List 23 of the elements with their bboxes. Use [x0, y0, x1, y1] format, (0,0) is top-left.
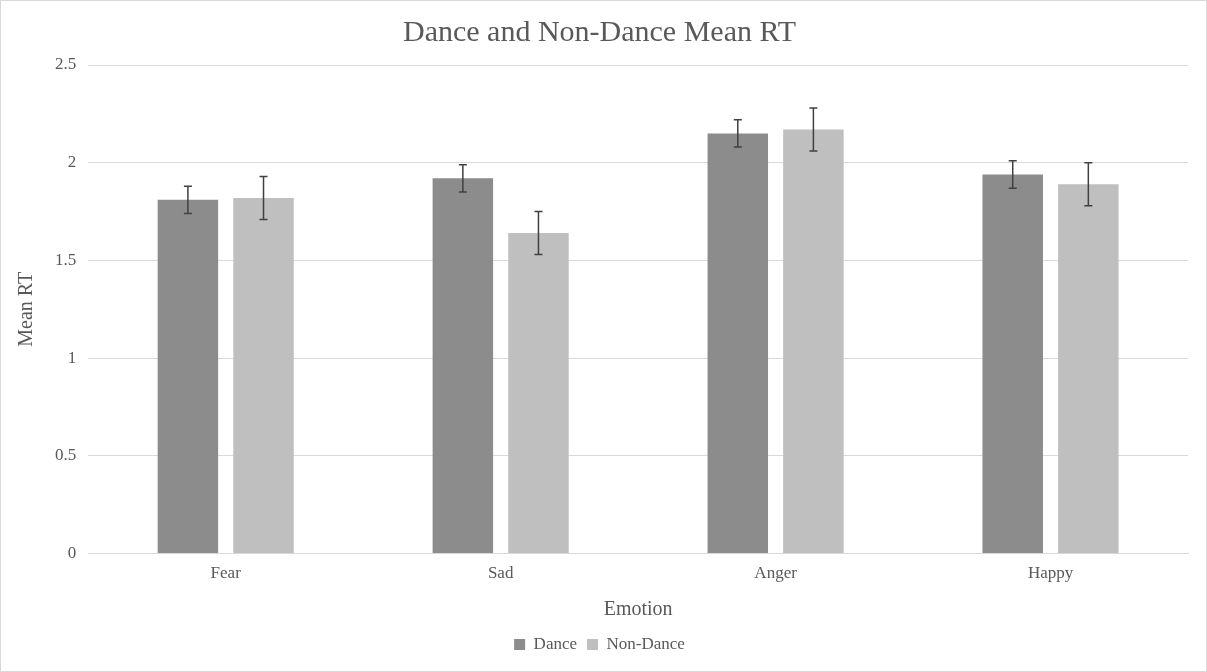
bar [508, 233, 569, 554]
bar [432, 178, 494, 554]
y-tick-label: 0.5 [55, 445, 77, 465]
bar [783, 129, 844, 554]
bar [1058, 184, 1119, 554]
bar [707, 133, 769, 554]
y-tick-label: 2 [67, 152, 77, 172]
x-axis-title: Emotion [603, 597, 673, 620]
legend-label: Dance [533, 633, 578, 653]
x-tick-label: Anger [754, 563, 798, 583]
y-tick-label: 1.5 [55, 249, 77, 269]
y-tick-label: 2.5 [55, 54, 77, 74]
bar [982, 174, 1043, 554]
x-tick-label: Happy [1027, 563, 1074, 583]
legend-label: Non-Dance [606, 633, 685, 653]
chart-title: Dance and Non-Dance Mean RT [402, 13, 797, 47]
y-axis-title: Mean RT [14, 271, 37, 347]
bar [157, 199, 219, 554]
x-tick-label: Sad [487, 563, 514, 583]
bar [233, 197, 294, 554]
y-tick-label: 1 [67, 347, 77, 367]
y-tick-label: 0 [67, 543, 77, 563]
x-tick-label: Fear [210, 563, 242, 583]
